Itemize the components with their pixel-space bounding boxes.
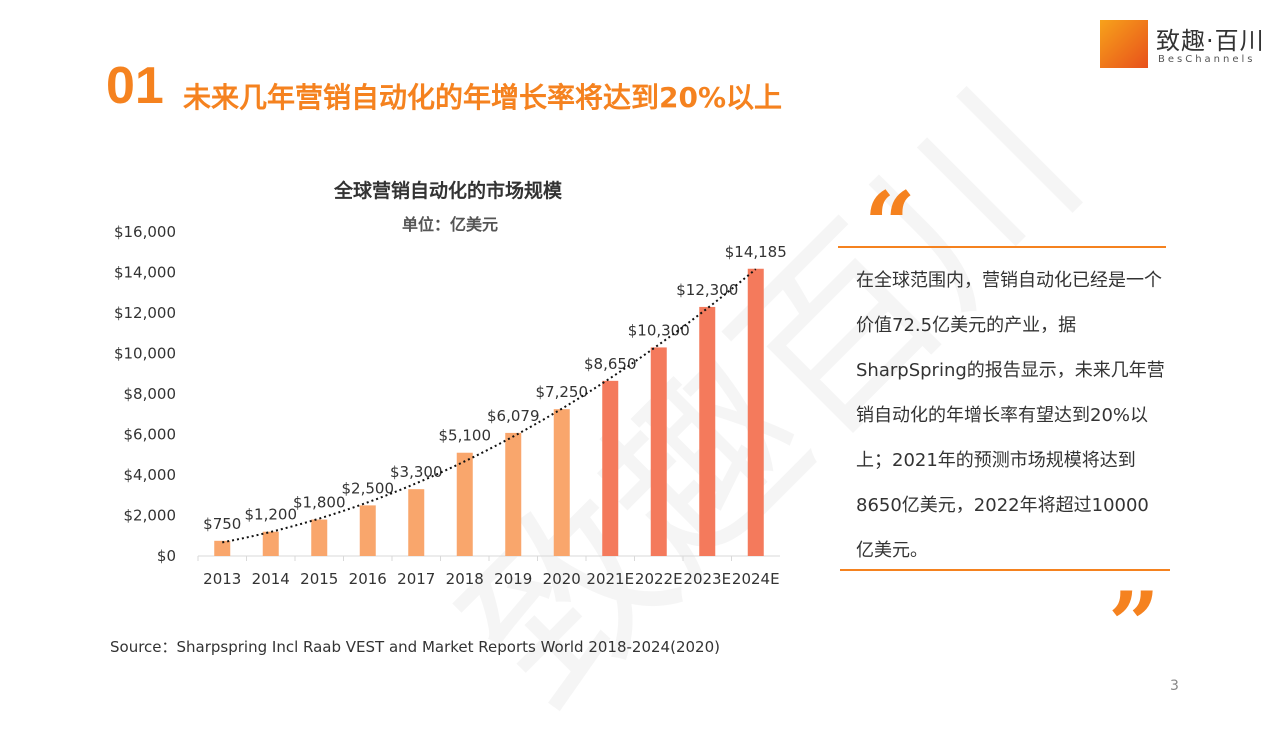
data-label: $3,300 <box>390 463 443 481</box>
x-tick-label: 2023E <box>683 570 731 588</box>
y-tick-label: $4,000 <box>124 466 177 484</box>
chart-subtitle: 单位：亿美元 <box>401 215 498 234</box>
bar <box>359 505 376 556</box>
y-tick-label: $2,000 <box>124 507 177 525</box>
source-note: Source：Sharpspring Incl Raab VEST and Ma… <box>110 638 720 656</box>
bar <box>650 347 667 556</box>
data-label: $7,250 <box>536 383 589 401</box>
close-quote-icon: ” <box>1108 572 1160 678</box>
y-tick-label: $8,000 <box>124 385 177 403</box>
chart-title: 全球营销自动化的市场规模 <box>333 180 562 202</box>
bar <box>262 531 279 556</box>
x-tick-label: 2014 <box>252 570 290 588</box>
y-tick-label: $6,000 <box>124 426 177 444</box>
logo-en: BesChannels <box>1158 54 1256 65</box>
x-tick-label: 2015 <box>300 570 338 588</box>
open-quote-icon: “ <box>864 172 916 278</box>
bar <box>214 540 231 556</box>
logo-mark-icon <box>1100 20 1148 68</box>
data-label: $1,200 <box>245 506 298 524</box>
x-tick-label: 2024E <box>732 570 780 588</box>
y-tick-label: $10,000 <box>114 345 176 363</box>
bar <box>699 306 716 556</box>
y-tick-label: $12,000 <box>114 304 176 322</box>
bar <box>408 489 425 556</box>
logo-cn: 致趣·百川 <box>1156 27 1265 55</box>
data-label: $8,650 <box>584 355 637 373</box>
y-tick-label: $0 <box>157 547 176 565</box>
bar <box>747 268 764 556</box>
x-tick-label: 2022E <box>635 570 683 588</box>
quote-text: 在全球范围内，营销自动化已经是一个价值72.5亿美元的产业，据SharpSpri… <box>856 270 1165 561</box>
section-number: 01 <box>106 57 164 115</box>
x-tick-label: 2019 <box>494 570 532 588</box>
y-tick-label: $14,000 <box>114 264 176 282</box>
x-tick-label: 2016 <box>349 570 387 588</box>
bar-chart: $0 $2,000 $4,000 $6,000 $8,000 $10,000 $12,000… <box>114 223 787 588</box>
x-tick-label: 2013 <box>203 570 241 588</box>
divider <box>840 569 1170 571</box>
x-tick-label: 2020 <box>543 570 581 588</box>
bar <box>456 452 473 556</box>
x-tick-label: 2017 <box>397 570 435 588</box>
data-label: $12,300 <box>676 281 738 299</box>
x-tick-label: 2021E <box>586 570 634 588</box>
data-label: $10,300 <box>628 321 690 339</box>
data-label: $5,100 <box>439 427 492 445</box>
bar <box>602 380 619 556</box>
x-tick-label: 2018 <box>446 570 484 588</box>
trendline <box>222 268 757 544</box>
bar <box>553 409 570 556</box>
data-label: $1,800 <box>293 494 346 512</box>
bar <box>505 432 522 556</box>
divider <box>838 246 1166 248</box>
data-label: $750 <box>203 515 241 533</box>
page-number: 3 <box>1170 678 1179 694</box>
page-title: 未来几年营销自动化的年增长率将达到20%以上 <box>183 81 783 114</box>
data-label: $2,500 <box>342 479 395 497</box>
y-tick-label: $16,000 <box>114 223 176 241</box>
data-label: $6,079 <box>487 407 540 425</box>
logo: 致趣·百川 BesChannels <box>1100 20 1270 70</box>
bar <box>311 519 328 556</box>
data-label: $14,185 <box>725 243 787 261</box>
